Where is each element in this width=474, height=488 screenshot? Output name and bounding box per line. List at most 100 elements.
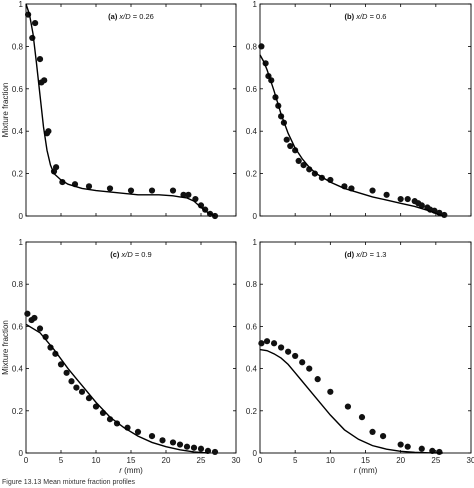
y-tick-label: 0.6 [246, 85, 258, 94]
model-curve [259, 54, 444, 217]
panel-b: 0 0.2 0.4 0.6 0.8 1 (b) x/D = 0.6 [246, 0, 472, 221]
panel-title: (b) x/D = 0.6 [345, 12, 387, 21]
data-point [106, 185, 114, 192]
x-axis-label-var: r [119, 466, 122, 475]
data-point [68, 378, 75, 385]
data-point [176, 441, 184, 448]
panel-title-label: (d) [345, 250, 357, 259]
x-tick-label: 15 [361, 456, 370, 465]
data-point [41, 77, 48, 84]
data-point [29, 34, 36, 42]
data-point [63, 369, 70, 376]
data-point [418, 445, 425, 452]
y-tick-label: 1 [19, 0, 24, 9]
data-point [52, 350, 59, 357]
y-tick-label: 0.8 [12, 280, 24, 289]
data-point [31, 314, 38, 322]
data-point [295, 157, 302, 164]
data-point [134, 428, 142, 435]
data-point [369, 428, 376, 435]
data-point [397, 195, 404, 203]
data-point [45, 128, 52, 135]
panel-title: (a) x/D = 0.26 [108, 12, 154, 21]
data-point [418, 202, 425, 209]
data-point [263, 338, 271, 345]
data-point [57, 361, 65, 368]
panel-a: 0 0.2 0.4 0.6 0.8 1 Mixture fraction (a) x/D = … [1, 0, 237, 221]
x-tick-label: 0 [24, 456, 29, 465]
data-point [36, 325, 44, 332]
data-point [127, 187, 135, 194]
data-point [292, 352, 299, 360]
y-tick-label: 0.8 [12, 42, 24, 51]
data-point [148, 433, 156, 440]
data-point [285, 348, 292, 355]
data-point [314, 376, 321, 383]
data-point [47, 344, 54, 351]
data-point [183, 443, 191, 450]
data-point [441, 211, 448, 219]
data-point [404, 443, 411, 450]
y-tick-label: 1 [19, 238, 24, 247]
panel-title: (c) x/D = 0.9 [110, 250, 151, 259]
data-point [36, 56, 44, 63]
panel-d: 00.20.40.60.810 5 10 15 20 25 30r (mm)(d) x/D … [246, 238, 474, 475]
panel-title-var: x/D [118, 12, 132, 21]
data-point [292, 147, 299, 154]
x-tick-label: 20 [162, 456, 171, 465]
data-point [190, 444, 198, 451]
data-point [311, 170, 318, 177]
y-tick-label: 0.8 [246, 42, 258, 51]
x-tick-label: 30 [232, 456, 241, 465]
x-tick-label: 5 [59, 456, 64, 465]
data-point [287, 142, 294, 150]
y-tick-label: 0.2 [12, 407, 24, 416]
plot-frame [25, 3, 237, 217]
data-point [53, 164, 60, 171]
data-point [300, 162, 307, 169]
panel-title-value: = 1.3 [370, 250, 387, 259]
data-point [159, 437, 166, 444]
y-tick-label: 0.4 [246, 365, 258, 374]
data-point [397, 441, 404, 448]
model-curve [25, 323, 209, 454]
y-tick-label: 1 [253, 0, 258, 9]
data-point [31, 19, 39, 27]
x-tick-label: 25 [431, 456, 440, 465]
data-point [185, 191, 192, 198]
y-tick-label: 0 [253, 449, 258, 458]
data-point [436, 448, 443, 456]
panel-title-var: x/D [355, 250, 369, 259]
panel-title-value: = 0.9 [135, 250, 152, 259]
y-axis-label: Mixture fraction [1, 83, 10, 138]
data-point [383, 191, 390, 198]
x-axis-label-var: r [354, 466, 357, 475]
y-tick-label: 0.2 [246, 407, 258, 416]
x-tick-label: 20 [396, 456, 405, 465]
data-point [73, 384, 80, 391]
data-point [197, 445, 205, 452]
data-point [92, 403, 100, 410]
y-tick-label: 0.4 [12, 365, 24, 374]
panel-title-value: = 0.6 [370, 12, 387, 21]
data-point [85, 183, 93, 190]
x-axis-label-unit: (mm) [356, 466, 377, 475]
data-point [211, 448, 219, 456]
y-tick-label: 0.2 [246, 170, 258, 179]
plot-frame [259, 3, 472, 217]
panel-title-var: x/D [121, 250, 135, 259]
data-point [278, 344, 285, 351]
data-point [258, 43, 265, 50]
data-point [358, 414, 366, 421]
panel-title-value: = 0.26 [133, 12, 154, 21]
plot-frame [25, 241, 237, 454]
data-point [78, 388, 86, 395]
y-tick-label: 0.6 [246, 322, 258, 331]
data-point [148, 187, 156, 194]
data-point [24, 310, 31, 317]
figure-caption: Figure 13.13 Mean mixture fraction profi… [2, 479, 136, 486]
model-curve [259, 348, 443, 454]
y-tick-label: 0 [19, 449, 24, 458]
